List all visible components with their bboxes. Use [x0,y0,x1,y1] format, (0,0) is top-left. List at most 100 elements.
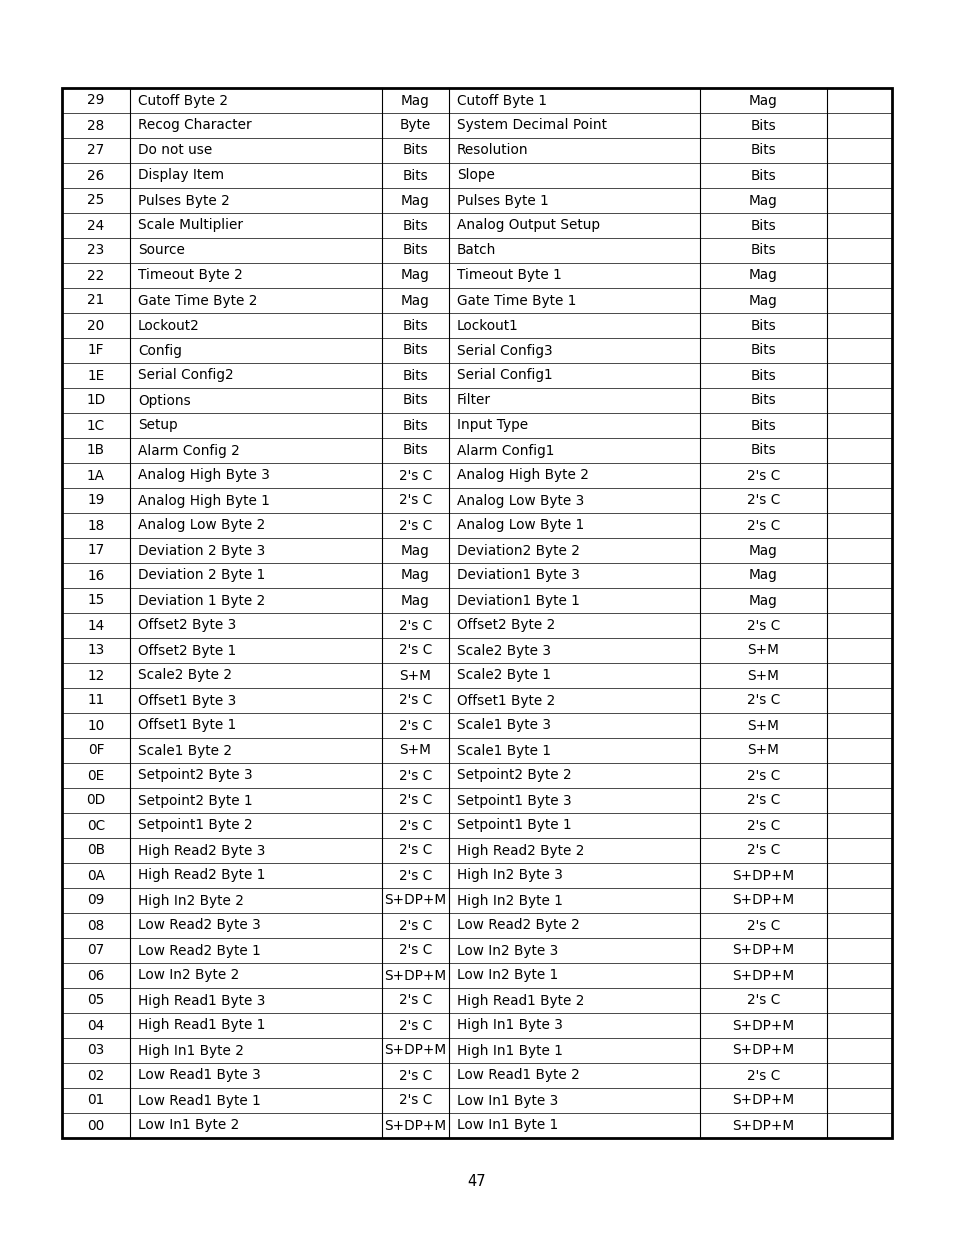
Text: Bits: Bits [750,143,776,158]
Text: 47: 47 [467,1174,486,1189]
Text: Scale1 Byte 3: Scale1 Byte 3 [456,719,551,732]
Text: Bits: Bits [402,368,428,383]
Text: 09: 09 [88,893,105,908]
Text: Scale Multiplier: Scale Multiplier [138,219,243,232]
Text: 08: 08 [88,919,105,932]
Text: Bits: Bits [750,319,776,332]
Text: S+DP+M: S+DP+M [732,1093,794,1108]
Text: Scale2 Byte 1: Scale2 Byte 1 [456,668,551,683]
Text: Deviation1 Byte 1: Deviation1 Byte 1 [456,594,579,608]
Text: 2's C: 2's C [746,919,780,932]
Text: 25: 25 [88,194,105,207]
Text: Gate Time Byte 2: Gate Time Byte 2 [138,294,257,308]
Text: 14: 14 [88,619,105,632]
Text: 00: 00 [88,1119,105,1132]
Text: Bits: Bits [750,394,776,408]
Text: 26: 26 [88,168,105,183]
Text: Analog High Byte 1: Analog High Byte 1 [138,494,270,508]
Text: Setpoint1 Byte 1: Setpoint1 Byte 1 [456,819,571,832]
Text: 10: 10 [88,719,105,732]
Text: 24: 24 [88,219,105,232]
Text: 1F: 1F [88,343,104,357]
Text: S+DP+M: S+DP+M [732,1044,794,1057]
Text: Mag: Mag [400,94,430,107]
Text: Bits: Bits [402,394,428,408]
Text: Mag: Mag [400,194,430,207]
Text: 11: 11 [88,694,105,708]
Text: Lockout1: Lockout1 [456,319,518,332]
Text: High In2 Byte 3: High In2 Byte 3 [456,868,562,883]
Text: High In2 Byte 1: High In2 Byte 1 [456,893,562,908]
Text: Bits: Bits [750,419,776,432]
Text: Bits: Bits [402,319,428,332]
Text: Bits: Bits [750,343,776,357]
Text: Options: Options [138,394,191,408]
Text: Deviation 1 Byte 2: Deviation 1 Byte 2 [138,594,265,608]
Text: 2's C: 2's C [398,819,432,832]
Text: 23: 23 [88,243,105,258]
Text: Alarm Config 2: Alarm Config 2 [138,443,239,457]
Text: Mag: Mag [400,568,430,583]
Text: Scale2 Byte 3: Scale2 Byte 3 [456,643,551,657]
Text: Analog Output Setup: Analog Output Setup [456,219,599,232]
Text: S+M: S+M [747,743,779,757]
Text: Scale2 Byte 2: Scale2 Byte 2 [138,668,232,683]
Text: 1E: 1E [88,368,105,383]
Text: Cutoff Byte 1: Cutoff Byte 1 [456,94,546,107]
Text: 0A: 0A [87,868,105,883]
Text: 21: 21 [88,294,105,308]
Text: Bits: Bits [402,343,428,357]
Text: Mag: Mag [748,194,777,207]
Text: 19: 19 [88,494,105,508]
Text: 12: 12 [88,668,105,683]
Text: 2's C: 2's C [398,519,432,532]
Text: S+DP+M: S+DP+M [384,1119,446,1132]
Text: Bits: Bits [402,219,428,232]
Text: Mag: Mag [400,594,430,608]
Text: Alarm Config1: Alarm Config1 [456,443,554,457]
Text: Gate Time Byte 1: Gate Time Byte 1 [456,294,576,308]
Text: Recog Character: Recog Character [138,119,252,132]
Text: 2's C: 2's C [398,468,432,483]
Text: Analog High Byte 2: Analog High Byte 2 [456,468,588,483]
Text: High Read1 Byte 1: High Read1 Byte 1 [138,1019,265,1032]
Text: Bits: Bits [750,243,776,258]
Text: Setpoint2 Byte 3: Setpoint2 Byte 3 [138,768,253,783]
Text: Setpoint1 Byte 3: Setpoint1 Byte 3 [456,794,571,808]
Text: High Read1 Byte 2: High Read1 Byte 2 [456,993,584,1008]
Text: Low In2 Byte 3: Low In2 Byte 3 [456,944,558,957]
Text: High Read2 Byte 1: High Read2 Byte 1 [138,868,265,883]
Text: Low In1 Byte 2: Low In1 Byte 2 [138,1119,239,1132]
Text: 2's C: 2's C [746,468,780,483]
Text: Mag: Mag [400,543,430,557]
Text: 2's C: 2's C [398,494,432,508]
Text: 2's C: 2's C [746,844,780,857]
Text: Resolution: Resolution [456,143,528,158]
Text: Bits: Bits [402,168,428,183]
Text: 02: 02 [88,1068,105,1083]
Text: Analog High Byte 3: Analog High Byte 3 [138,468,270,483]
Text: 16: 16 [88,568,105,583]
Text: 22: 22 [88,268,105,283]
Text: Bits: Bits [750,119,776,132]
Text: High Read2 Byte 3: High Read2 Byte 3 [138,844,265,857]
Text: Setup: Setup [138,419,177,432]
Text: 0B: 0B [87,844,105,857]
Text: Low In1 Byte 1: Low In1 Byte 1 [456,1119,558,1132]
Text: System Decimal Point: System Decimal Point [456,119,606,132]
Text: 0C: 0C [87,819,105,832]
Text: Mag: Mag [748,594,777,608]
Text: 2's C: 2's C [398,643,432,657]
Text: 0D: 0D [87,794,106,808]
Text: S+DP+M: S+DP+M [384,1044,446,1057]
Text: S+DP+M: S+DP+M [732,893,794,908]
Text: 03: 03 [88,1044,105,1057]
Text: 15: 15 [88,594,105,608]
Text: 0F: 0F [88,743,104,757]
Text: 29: 29 [88,94,105,107]
Text: Slope: Slope [456,168,495,183]
Text: Byte: Byte [399,119,431,132]
Text: High In1 Byte 2: High In1 Byte 2 [138,1044,244,1057]
Text: Analog Low Byte 3: Analog Low Byte 3 [456,494,583,508]
Text: 17: 17 [88,543,105,557]
